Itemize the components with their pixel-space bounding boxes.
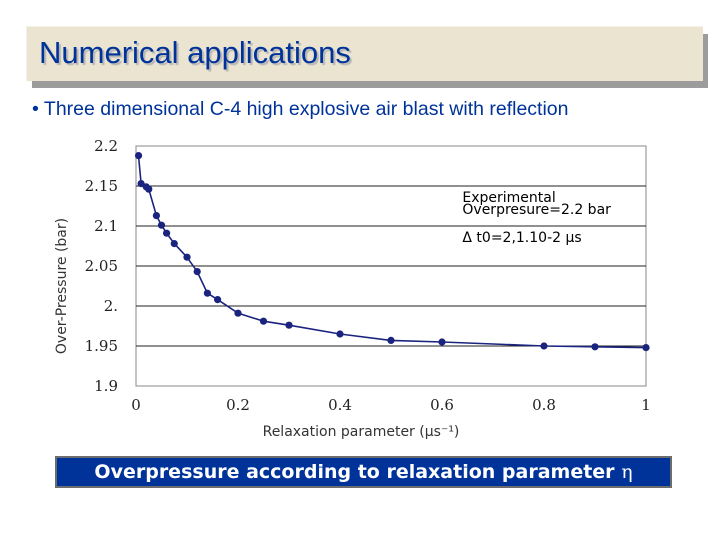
data-point bbox=[134, 152, 143, 160]
y-tick-label: 1.95 bbox=[85, 337, 118, 355]
y-tick-label: 2.05 bbox=[85, 257, 118, 275]
data-point bbox=[234, 309, 242, 317]
caption-text: Overpressure according to relaxation par… bbox=[94, 461, 615, 483]
data-point bbox=[163, 229, 171, 237]
data-point bbox=[387, 336, 395, 344]
data-point bbox=[170, 240, 178, 248]
y-tick-label: 2.15 bbox=[85, 177, 118, 195]
y-tick-label: 2. bbox=[104, 297, 118, 315]
annotation-text: Overpresure=2.2 bar bbox=[462, 202, 611, 218]
bullet-point: • Three dimensional C-4 high explosive a… bbox=[32, 98, 569, 121]
x-tick-label: 0.6 bbox=[430, 396, 454, 414]
data-point bbox=[214, 296, 222, 304]
data-point bbox=[152, 212, 160, 220]
bullet-text: Three dimensional C-4 high explosive air… bbox=[43, 98, 569, 120]
data-point bbox=[157, 221, 166, 229]
annotation-text: Experimental bbox=[462, 190, 555, 206]
data-point bbox=[145, 185, 153, 193]
chart-caption: Overpressure according to relaxation par… bbox=[55, 456, 672, 488]
x-axis-ticks: 0 0.2 0.4 0.6 0.8 1 bbox=[131, 396, 651, 414]
y-axis-label: Over-Pressure (bar) bbox=[54, 218, 70, 354]
y-axis-ticks: 2.2 2.15 2.1 2.05 2. 1.95 1.9 bbox=[85, 137, 118, 395]
y-tick-label: 2.1 bbox=[94, 217, 118, 235]
data-point bbox=[285, 321, 293, 329]
caption-symbol: η bbox=[621, 461, 633, 483]
bullet-marker: • bbox=[32, 98, 39, 120]
y-tick-label: 1.9 bbox=[94, 377, 118, 395]
data-points bbox=[134, 152, 650, 352]
x-tick-label: 0.2 bbox=[226, 396, 250, 414]
data-point bbox=[591, 343, 599, 351]
y-tick-label: 2.2 bbox=[94, 137, 118, 155]
x-tick-label: 0 bbox=[131, 396, 141, 414]
annotation-text: Δ t0=2,1.10-2 μs bbox=[462, 230, 581, 246]
x-tick-label: 1 bbox=[641, 396, 651, 414]
data-point bbox=[193, 268, 201, 276]
data-point bbox=[183, 253, 191, 261]
data-point bbox=[259, 317, 268, 325]
x-axis-label: Relaxation parameter (μs⁻¹) bbox=[263, 424, 460, 440]
data-point bbox=[642, 344, 650, 352]
slide-title: Numerical applications bbox=[39, 35, 351, 70]
data-point bbox=[336, 330, 344, 338]
data-point bbox=[438, 338, 446, 346]
overpressure-chart: 2.2 2.15 2.1 2.05 2. 1.95 1.9 0 0.2 0.4 0.6 0.8 1 E… bbox=[54, 137, 651, 440]
x-tick-label: 0.8 bbox=[532, 396, 556, 414]
title-bar: Numerical applications bbox=[26, 26, 703, 81]
data-point bbox=[203, 289, 211, 297]
x-tick-label: 0.4 bbox=[328, 396, 352, 414]
data-point bbox=[540, 342, 548, 350]
